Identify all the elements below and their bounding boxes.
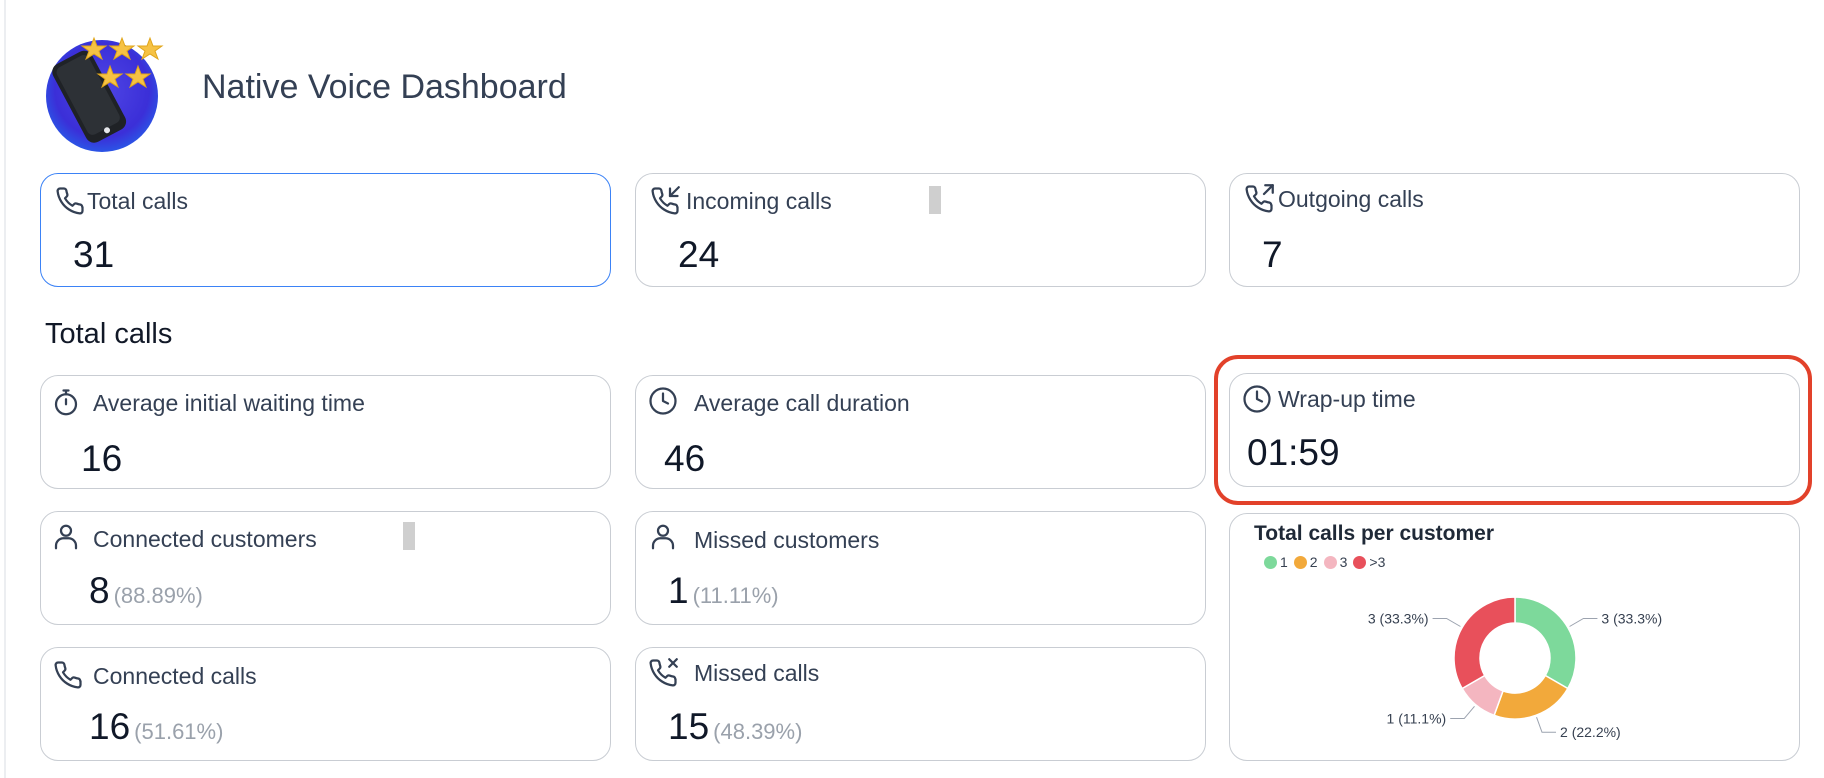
legend-label: 1: [1280, 554, 1288, 570]
missed-calls-value: 15 (48.39%): [668, 706, 802, 748]
missed-calls-label: Missed calls: [694, 660, 820, 686]
connected-customers-value: 8 (88.89%): [89, 570, 203, 612]
connected-customers-label: Connected customers: [93, 526, 317, 552]
legend-item[interactable]: >3: [1353, 554, 1385, 570]
slice-leader-line: [1569, 618, 1598, 627]
outgoing-calls-card[interactable]: Outgoing calls 7: [1229, 173, 1800, 287]
slice-label: 1 (11.1%): [1387, 711, 1447, 727]
left-divider: [4, 0, 6, 778]
outgoing-call-icon: [1245, 184, 1274, 213]
connected-calls-percent: (51.61%): [134, 719, 224, 744]
legend-item[interactable]: 2: [1293, 554, 1318, 570]
missed-customers-value: 1 (11.11%): [668, 570, 779, 612]
outgoing-calls-value: 7: [1262, 234, 1283, 275]
slice-label: 3 (33.3%): [1601, 611, 1662, 627]
total-calls-label: Total calls: [87, 188, 188, 214]
app-title: Native Voice Dashboard: [202, 68, 567, 106]
app-logo: [38, 32, 164, 152]
slice-label: 2 (22.2%): [1560, 724, 1621, 740]
connected-customers-count: 8: [89, 570, 110, 611]
incoming-calls-card[interactable]: Incoming calls 24: [635, 173, 1206, 287]
donut-slice[interactable]: [1493, 674, 1569, 720]
avg-waiting-time-value: 16: [81, 438, 123, 479]
missed-customers-percent: (11.11%): [692, 583, 779, 608]
wrap-up-time-label: Wrap-up time: [1278, 386, 1416, 412]
connected-calls-card[interactable]: Connected calls 16 (51.61%): [40, 647, 611, 761]
incoming-calls-value: 24: [678, 234, 720, 275]
legend-label: 2: [1309, 554, 1318, 570]
calls-per-customer-card[interactable]: Total calls per customer 1 2 3 >3 3 (33.3%)…: [1229, 513, 1800, 761]
drag-handle[interactable]: [403, 522, 415, 550]
missed-calls-count: 15: [668, 706, 710, 747]
slice-leader-line: [1536, 717, 1557, 733]
donut-slice[interactable]: [1514, 596, 1577, 690]
clock-icon: [649, 387, 677, 415]
missed-customers-card[interactable]: Missed customers 1 (11.11%): [635, 511, 1206, 625]
wrap-up-time-value: 01:59: [1247, 432, 1340, 473]
legend-item[interactable]: 3: [1323, 554, 1348, 570]
legend-item[interactable]: 1: [1264, 554, 1288, 570]
donut-slice[interactable]: [1453, 596, 1516, 690]
wrap-up-time-card[interactable]: Wrap-up time 01:59: [1229, 373, 1800, 487]
legend-swatch: [1353, 555, 1367, 569]
connected-calls-count: 16: [89, 706, 131, 747]
connected-customers-card[interactable]: Connected customers 8 (88.89%): [40, 511, 611, 625]
connected-calls-label: Connected calls: [93, 663, 257, 689]
missed-customers-count: 1: [668, 570, 689, 611]
section-title: Total calls: [45, 318, 173, 350]
stopwatch-icon: [54, 389, 78, 416]
wrap-up-highlight: [1214, 355, 1812, 505]
missed-calls-percent: (48.39%): [713, 719, 803, 744]
chart-title: Total calls per customer: [1254, 522, 1495, 545]
person-icon: [651, 524, 675, 550]
slice-label: 3 (33.3%): [1368, 611, 1429, 627]
outgoing-calls-label: Outgoing calls: [1278, 186, 1424, 212]
incoming-calls-label: Incoming calls: [686, 188, 832, 214]
avg-call-duration-value: 46: [664, 438, 706, 479]
legend-label: 3: [1339, 554, 1348, 570]
phone-icon: [56, 187, 84, 215]
donut-chart: 3 (33.3%) 2 (22.2%) 1 (11.1%) 3 (33.3%): [1368, 596, 1662, 740]
clock-icon: [1243, 385, 1271, 413]
legend-swatch: [1293, 555, 1307, 569]
total-calls-card[interactable]: Total calls 31: [40, 173, 611, 287]
connected-customers-percent: (88.89%): [113, 583, 203, 608]
slice-leader-line: [1432, 618, 1461, 627]
legend-label: >3: [1369, 554, 1386, 570]
avg-waiting-time-card[interactable]: Average initial waiting time 16: [40, 375, 611, 489]
avg-call-duration-label: Average call duration: [694, 390, 910, 416]
avg-waiting-time-label: Average initial waiting time: [93, 390, 365, 416]
legend-swatch: [1264, 555, 1277, 569]
legend-swatch: [1323, 555, 1337, 569]
connected-calls-value: 16 (51.61%): [89, 706, 223, 748]
drag-handle[interactable]: [929, 186, 941, 214]
avg-call-duration-card[interactable]: Average call duration 46: [635, 375, 1206, 489]
missed-customers-label: Missed customers: [694, 527, 880, 553]
person-icon: [54, 524, 78, 550]
incoming-call-icon: [651, 186, 680, 215]
total-calls-value: 31: [73, 234, 115, 275]
chart-legend: 1 2 3 >3: [1264, 554, 1385, 570]
missed-call-icon: [649, 658, 678, 687]
missed-calls-card[interactable]: Missed calls 15 (48.39%): [635, 647, 1206, 761]
slice-leader-line: [1450, 705, 1475, 720]
phone-icon: [54, 661, 82, 689]
